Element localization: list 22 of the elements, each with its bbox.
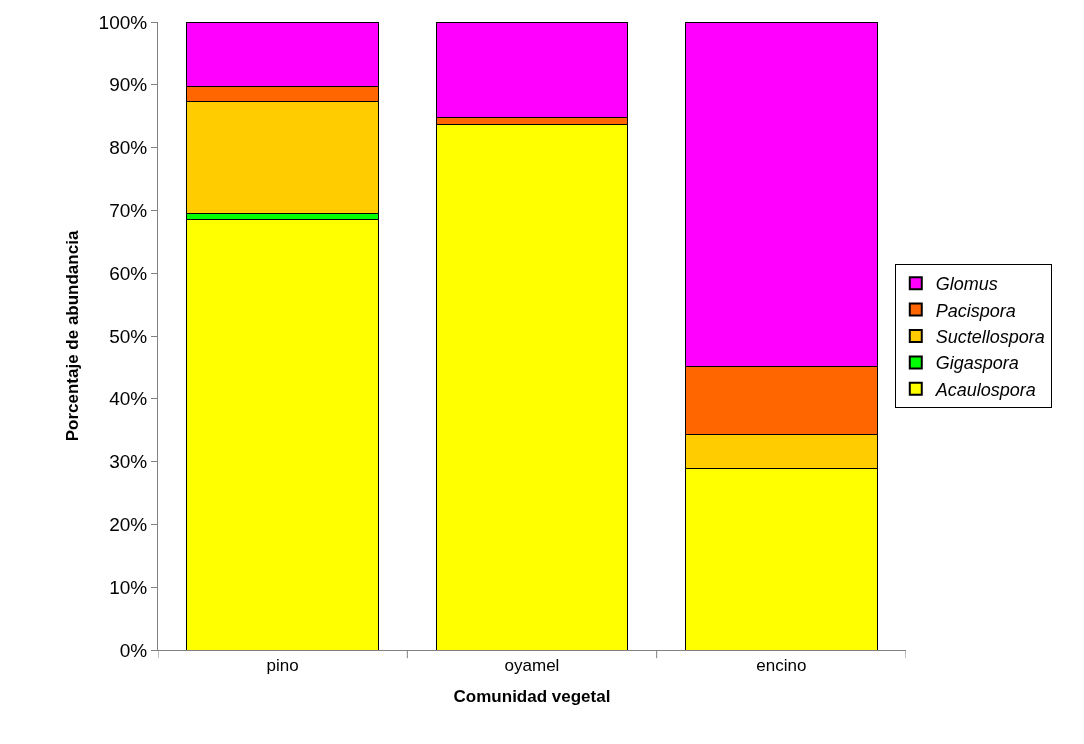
legend-label: Acaulospora bbox=[934, 379, 1036, 400]
y-tick-label: 30% bbox=[109, 451, 148, 473]
y-tick-label: 50% bbox=[109, 325, 148, 347]
legend-label: Suctellospora bbox=[935, 327, 1045, 348]
y-tick-label: 80% bbox=[109, 137, 148, 159]
legend-label: Pacispora bbox=[935, 300, 1016, 321]
y-tick-label: 40% bbox=[109, 388, 148, 410]
x-tick-label: pino bbox=[266, 656, 299, 676]
y-tick-label: 20% bbox=[109, 514, 148, 536]
y-tick-label: 10% bbox=[109, 576, 148, 598]
legend-label: Gigaspora bbox=[935, 353, 1019, 374]
x-tick-label: oyamel bbox=[504, 656, 560, 676]
y-tick-label: 60% bbox=[109, 262, 148, 284]
y-tick-label: 100% bbox=[98, 11, 148, 33]
y-tick-label: 70% bbox=[109, 200, 148, 222]
y-axis-title: Porcentaje de abundancia bbox=[63, 230, 83, 442]
bar bbox=[186, 218, 380, 650]
legend-label: Glomus bbox=[935, 274, 998, 295]
y-tick-label: 0% bbox=[119, 639, 148, 661]
x-axis-title: Comunidad vegetal bbox=[453, 686, 611, 706]
x-tick-label: encino bbox=[756, 656, 807, 676]
y-tick-label: 90% bbox=[109, 74, 148, 96]
